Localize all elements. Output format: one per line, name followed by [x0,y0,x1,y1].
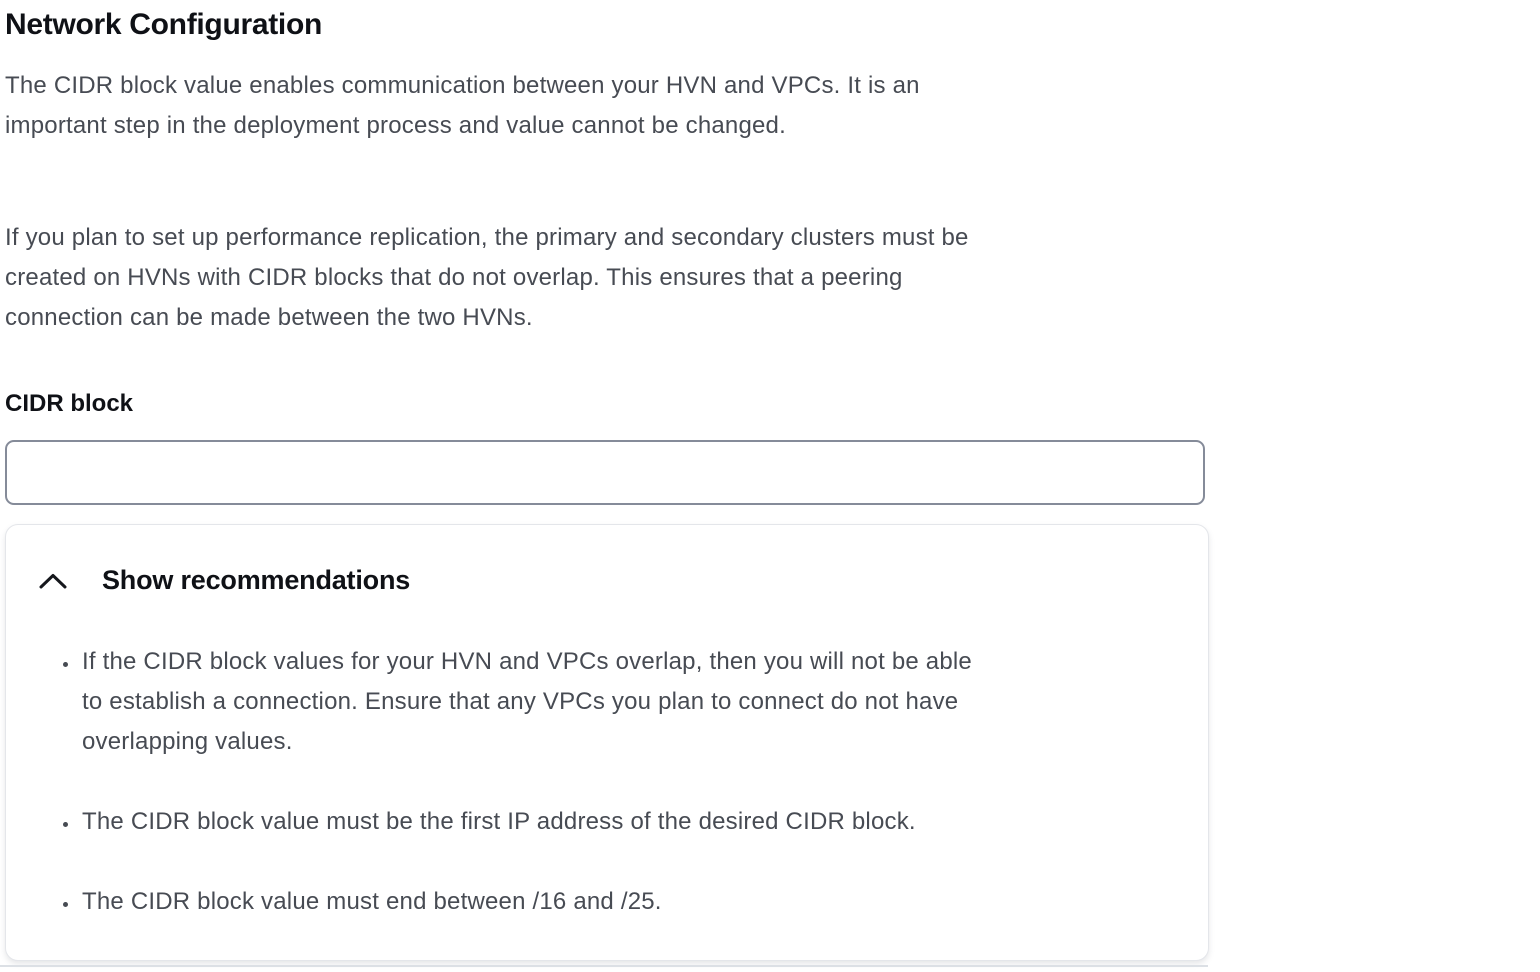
show-recommendations-label: Show recommendations [102,565,411,595]
intro-paragraph-1: The CIDR block value enables communicati… [5,72,920,139]
recommendations-list: If the CIDR block values for your HVN an… [38,642,1172,922]
recommendation-item: If the CIDR block values for your HVN an… [80,642,1172,762]
recommendation-item: The CIDR block value must end between /1… [80,882,1172,922]
show-recommendations-toggle[interactable]: Show recommendations [38,565,410,596]
cidr-block-input[interactable] [5,440,1205,505]
recommendation-item: The CIDR block value must be the first I… [80,802,1172,842]
intro-paragraph-2: If you plan to set up performance replic… [5,224,969,331]
recommendations-card: Show recommendations If the CIDR block v… [5,524,1209,961]
page-title: Network Configuration [5,8,323,41]
section-divider [0,965,1208,967]
chevron-up-icon [38,572,68,590]
cidr-block-label: CIDR block [5,390,134,417]
